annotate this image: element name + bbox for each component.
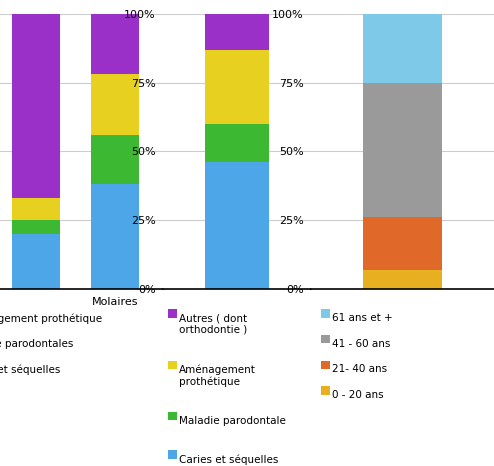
Bar [206,14,269,50]
Text: Aménagement
prothétique: Aménagement prothétique [179,364,256,387]
Text: Autres ( dont
orthodontie ): Autres ( dont orthodontie ) [179,313,247,335]
Text: 0 - 20 ans: 0 - 20 ans [332,390,384,400]
Bar [91,75,139,135]
Text: Caries et séquelles: Caries et séquelles [0,364,61,375]
Text: Maladie parodontales: Maladie parodontales [0,339,74,349]
Text: 21- 40 ans: 21- 40 ans [332,364,387,374]
Bar [206,163,269,289]
Bar [91,185,139,289]
Bar [206,50,269,124]
Bar [12,234,60,289]
Bar [364,83,442,218]
Bar [364,270,442,289]
Bar [206,124,269,163]
Text: Maladie parodontale: Maladie parodontale [179,416,286,425]
Bar [12,220,60,234]
Bar [364,14,442,83]
Bar [12,14,60,198]
Text: Caries et séquelles: Caries et séquelles [179,454,278,465]
Bar [364,218,442,270]
Bar [91,135,139,185]
Bar [12,198,60,220]
Text: 41 - 60 ans: 41 - 60 ans [332,339,390,349]
Bar [91,14,139,75]
Text: 61 ans et +: 61 ans et + [332,313,393,323]
Text: Aménagement prothétique: Aménagement prothétique [0,313,103,324]
